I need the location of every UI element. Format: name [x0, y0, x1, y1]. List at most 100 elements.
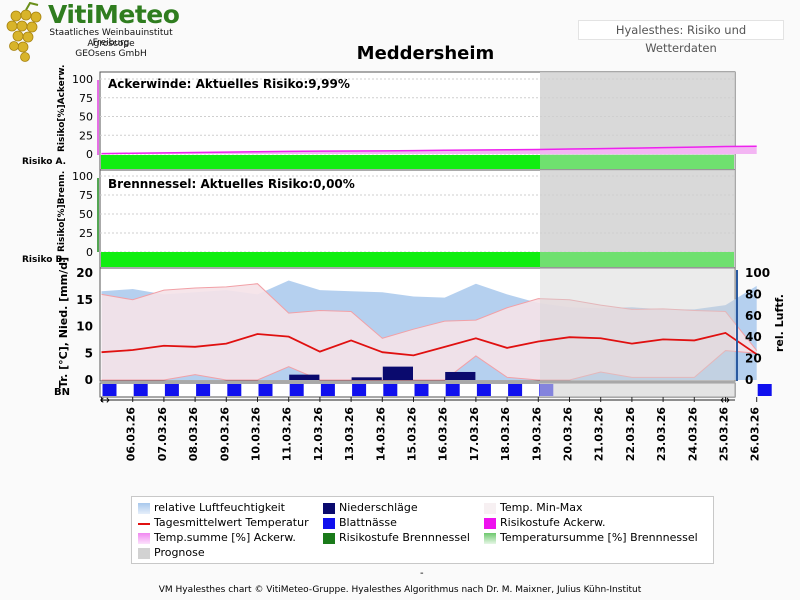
- leaf-wetness-block: [289, 384, 304, 396]
- leaf-wetness-block: [196, 384, 211, 396]
- legend: relative Luftfeuchtigkeit Tagesmittelwer…: [131, 496, 714, 564]
- x-tick-label: 10.03.26: [250, 407, 263, 462]
- leaf-wetness-block: [227, 384, 242, 396]
- x-tick-label: 12.03.26: [312, 407, 325, 462]
- leaf-wetness-block: [164, 384, 179, 396]
- legend-swatch-risk-ackerw: [484, 518, 496, 529]
- leaf-wetness-block: [383, 384, 398, 396]
- weather-ylabel-right: rel. Luftf.: [773, 294, 786, 352]
- x-tick-label: 26.03.26: [749, 407, 762, 462]
- leaf-wetness-block: [320, 384, 335, 396]
- ackerw-bar-label: Risiko A.: [22, 157, 66, 167]
- legend-label-leaf-wet: Blattnässe: [339, 516, 397, 529]
- legend-swatch-tempsum-brenn: [484, 533, 496, 544]
- legend-swatch-risk-brenn: [323, 533, 335, 544]
- temp-min-line: [101, 350, 757, 381]
- brenn-ylabel: Risiko[%]Brenn.: [57, 171, 67, 252]
- x-tick-label: 06.03.26: [125, 407, 138, 462]
- legend-swatch-temp-mean: [138, 523, 150, 525]
- y-tick-label-right: 20: [745, 352, 762, 366]
- y-tick-label: 75: [79, 189, 93, 202]
- logo: VitiMeteo Staatliches Weinbauinstitut Fr…: [0, 0, 200, 66]
- precip-bar: [382, 366, 413, 380]
- footer-dash: -: [420, 568, 424, 579]
- weather-ylabel-left: Tr. [°C], Nied. [mm/d]: [57, 257, 70, 388]
- brenn-risk-bar: [101, 252, 540, 267]
- panel-brennnessel: 0 25 50 75 100 Brennnessel: Aktuelles Risiko…: [22, 169, 736, 269]
- temp-minmax-band: [101, 283, 757, 380]
- x-tick-label: 15.03.26: [406, 407, 419, 462]
- y-tick-label-right: 80: [745, 287, 762, 301]
- y-tick-label-right: 100: [745, 266, 770, 280]
- x-tick-label: 22.03.26: [624, 407, 637, 462]
- brenn-risk-bar-prognose: [540, 252, 734, 267]
- legend-label-temp-mean: Tagesmittelwert Temperatur: [154, 516, 309, 529]
- legend-swatch-temp-band: [484, 503, 496, 514]
- temp-mean-line: [101, 331, 758, 357]
- ackerw-risk-bar-prognose: [540, 155, 734, 169]
- scroll-left-handle[interactable]: ↔: [100, 393, 110, 407]
- logo-line-1: Staatliches Weinbauinstitut Freiburg: [49, 28, 173, 48]
- x-tick-label: 24.03.26: [686, 407, 699, 462]
- prognose-area-4: [540, 383, 735, 397]
- x-tick-label: 19.03.26: [530, 407, 543, 462]
- y-tick-label: 50: [79, 111, 93, 124]
- scroll-right-handle[interactable]: ↔: [720, 393, 730, 407]
- leaf-wetness-block: [508, 384, 523, 396]
- y-tick-label: 50: [79, 208, 93, 221]
- x-tick-label: 20.03.26: [562, 407, 575, 462]
- leaf-wetness-block: [102, 384, 117, 396]
- leaf-wetness-block: [445, 384, 460, 396]
- temp-max-line: [101, 283, 758, 351]
- legend-label-risk-ackerw: Risikostufe Ackerw.: [500, 516, 606, 529]
- y-tick-label-right: 40: [745, 330, 762, 344]
- legend-label-tempsum-ackerw: Temp.summe [%] Ackerw.: [154, 531, 296, 544]
- leaf-wetness-strip: BN: [54, 382, 772, 402]
- logo-line-3: GEOsens GmbH: [75, 49, 147, 59]
- y-tick-label-left: 0: [85, 373, 93, 387]
- x-tick-label: 13.03.26: [343, 407, 356, 462]
- brenn-bar-label: Risiko B.: [22, 255, 66, 265]
- footer-credit: VM Hyalesthes chart © VitiMeteo-Gruppe. …: [158, 585, 642, 595]
- precip-bar: [445, 371, 476, 380]
- legend-label-humidity: relative Luftfeuchtigkeit: [154, 501, 285, 514]
- header-tag: Hyalesthes: Risiko und Wetterdaten: [578, 20, 784, 55]
- leaf-wetness-block: [476, 384, 491, 396]
- x-tick-label: 08.03.26: [187, 407, 200, 462]
- x-tick-label: 16.03.26: [437, 407, 450, 462]
- y-tick-label: 25: [79, 129, 93, 142]
- leaf-wetness-block: [352, 384, 367, 396]
- legend-swatch-humidity: [138, 503, 150, 514]
- precip-bar: [351, 377, 382, 380]
- x-tick-label: 11.03.26: [281, 407, 294, 462]
- x-tick-label: 17.03.26: [468, 407, 481, 462]
- grape-icon: [6, 2, 42, 62]
- y-tick-label: 0: [86, 148, 93, 161]
- legend-label-prognose: Prognose: [154, 546, 205, 559]
- y-tick-label: 0: [86, 246, 93, 259]
- leaf-wetness-label: BN: [54, 387, 70, 398]
- leaf-wetness-block: [133, 384, 148, 396]
- logo-title: VitiMeteo: [48, 0, 180, 29]
- y-tick-label: 100: [72, 170, 93, 183]
- legend-swatch-prognose: [138, 548, 150, 559]
- leaf-wetness-block: [258, 384, 273, 396]
- leaf-wetness-block: [414, 384, 429, 396]
- x-tick-label: 23.03.26: [655, 407, 668, 462]
- prognose-area-3: [540, 268, 735, 381]
- y-tick-label-left: 20: [76, 266, 93, 280]
- panel-ackerwinde: 0 25 50 75 100 Ackerwinde: Aktuelles Risiko:…: [22, 65, 757, 171]
- x-tick-label: 18.03.26: [499, 407, 512, 462]
- panel-weather: 0 5 10 15 20 0 20 40 60 80 100 Tr. [°C], Nied. [m…: [57, 257, 786, 388]
- y-tick-label: 25: [79, 227, 93, 240]
- leaf-wetness-block: [757, 384, 772, 396]
- x-tick-label: 09.03.26: [218, 407, 231, 462]
- panel-brennnessel-title: Brennnessel: Aktuelles Risiko:0,00%: [108, 177, 355, 191]
- ackerw-risk-bar: [101, 155, 540, 169]
- x-tick-label: 14.03.26: [374, 407, 387, 462]
- chart-title: Meddersheim: [356, 43, 495, 64]
- legend-swatch-tempsum-ackerw: [138, 533, 150, 544]
- precip-bar: [289, 374, 320, 380]
- y-tick-label-left: 5: [85, 346, 93, 360]
